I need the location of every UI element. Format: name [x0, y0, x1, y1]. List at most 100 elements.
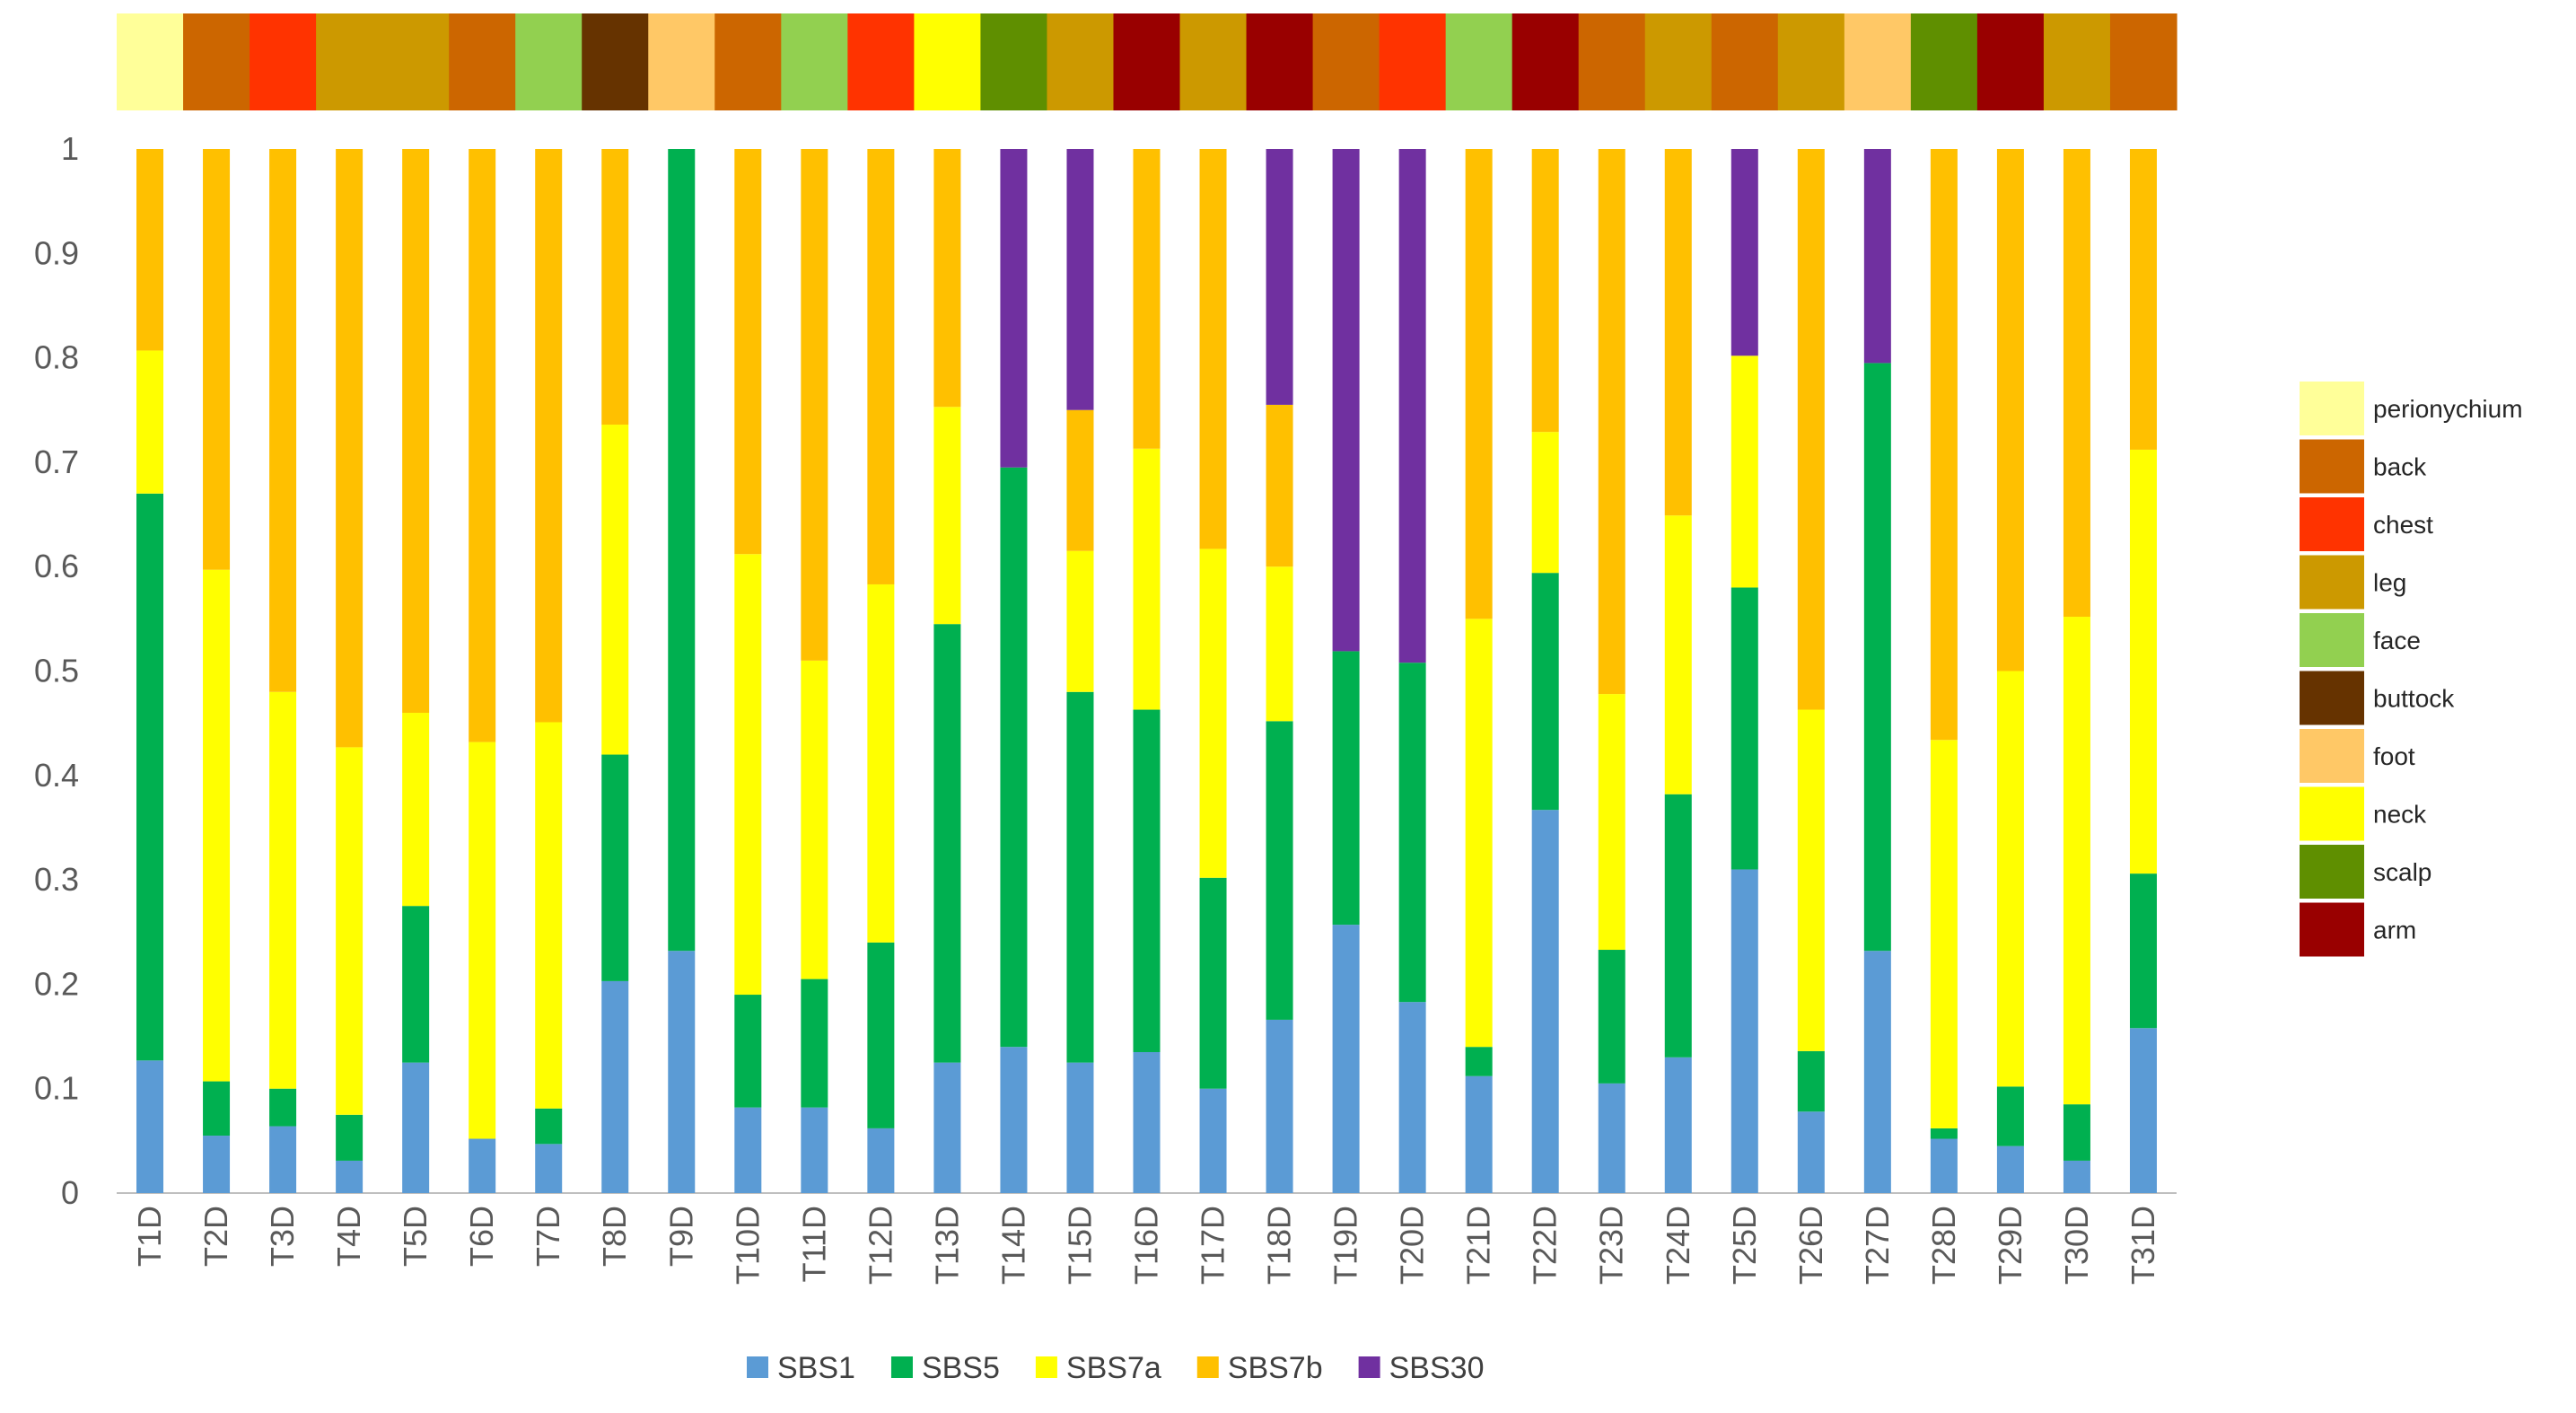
bar-t30d-sbs5 — [2063, 1104, 2090, 1161]
tissue-legend-swatch-foot — [2300, 729, 2364, 783]
tissue-legend-swatch-back — [2300, 439, 2364, 494]
bar-t15d-sbs1 — [1066, 1062, 1094, 1194]
bar-t20d-sbs1 — [1398, 1002, 1426, 1193]
tissue-strip-cell-t29d — [1976, 13, 2045, 110]
bar-t8d-sbs5 — [601, 754, 629, 981]
bar-t17d-sbs1 — [1199, 1088, 1227, 1193]
tissue-strip-cell-t26d — [1777, 13, 1845, 110]
tissue-legend-label-chest: chest — [2373, 511, 2433, 539]
bar-t13d-sbs5 — [933, 624, 961, 1063]
bar-t25d-sbs7a — [1730, 355, 1758, 588]
x-tick-label: T31D — [2125, 1206, 2161, 1285]
bar-t16d-sbs1 — [1133, 1051, 1161, 1193]
tissue-strip-cell-t6d — [449, 13, 516, 110]
x-tick-label: T16D — [1128, 1206, 1165, 1285]
tissue-legend-label-leg: leg — [2373, 569, 2406, 597]
x-tick-label: T22D — [1527, 1206, 1564, 1285]
tissue-strip-cell-t20d — [1379, 13, 1447, 110]
bar-t26d-sbs5 — [1797, 1050, 1825, 1112]
legend-label-sbs5: SBS5 — [922, 1351, 1000, 1385]
bar-t18d-sbs7a — [1266, 566, 1293, 722]
bar-t14d-sbs1 — [1000, 1047, 1028, 1193]
bar-t24d-sbs7a — [1664, 515, 1692, 794]
x-tick-label: T26D — [1792, 1206, 1829, 1285]
bar-t1d-sbs1 — [136, 1060, 164, 1193]
x-tick-label: T23D — [1593, 1206, 1630, 1285]
x-tick-label: T15D — [1061, 1206, 1098, 1285]
bar-t20d-sbs5 — [1398, 663, 1426, 1003]
y-tick-label: 1 — [61, 130, 79, 167]
bar-t5d-sbs7b — [402, 149, 430, 714]
x-tick-label: T5D — [397, 1206, 434, 1267]
bar-t3d-sbs1 — [269, 1126, 297, 1193]
tissue-strip-cell-t7d — [515, 13, 583, 110]
bars — [136, 149, 2157, 1194]
bar-t19d-sbs30 — [1332, 149, 1360, 652]
bar-t8d-sbs7a — [601, 425, 629, 755]
legend-label-sbs30: SBS30 — [1389, 1351, 1485, 1385]
tissue-legend-swatch-face — [2300, 613, 2364, 667]
bar-t21d-sbs7b — [1465, 149, 1493, 619]
x-tick-label: T21D — [1460, 1206, 1497, 1285]
x-tick-label: T10D — [729, 1206, 766, 1285]
x-tick-label: T9D — [662, 1206, 699, 1267]
bar-t3d-sbs7b — [269, 149, 297, 692]
bar-t25d-sbs30 — [1730, 149, 1758, 356]
x-tick-label: T18D — [1261, 1206, 1298, 1285]
bar-t16d-sbs7b — [1133, 149, 1161, 449]
tissue-legend-label-buttock: buttock — [2373, 685, 2455, 713]
x-tick-label: T25D — [1726, 1206, 1763, 1285]
bar-t28d-sbs1 — [1930, 1138, 1958, 1193]
x-tick-label: T20D — [1394, 1206, 1431, 1285]
bar-t29d-sbs7a — [1996, 671, 2024, 1087]
tissue-strip-cell-t9d — [648, 13, 715, 110]
tissue-legend-swatch-scalp — [2300, 845, 2364, 899]
bar-t26d-sbs7a — [1797, 709, 1825, 1051]
tissue-strip-cell-t3d — [250, 13, 317, 110]
tissue-strip-cell-t8d — [582, 13, 649, 110]
tissue-legend-swatch-buttock — [2300, 671, 2364, 725]
x-tick-label: T12D — [862, 1206, 898, 1285]
x-tick-label: T29D — [1992, 1206, 2028, 1285]
x-tick-label: T14D — [994, 1206, 1031, 1285]
tissue-strip — [117, 13, 2177, 110]
tissue-legend-label-face: face — [2373, 627, 2421, 654]
series-legend: SBS1 SBS5 SBS7a SBS7b SBS30 — [747, 1351, 1484, 1385]
bar-t6d-sbs7a — [469, 742, 496, 1139]
tissue-strip-cell-t31d — [2109, 13, 2177, 110]
bar-t15d-sbs7b — [1066, 409, 1094, 551]
bar-t29d-sbs5 — [1996, 1086, 2024, 1146]
tissue-strip-cell-t18d — [1246, 13, 1314, 110]
x-tick-label: T13D — [928, 1206, 965, 1285]
bar-t4d-sbs7a — [336, 747, 364, 1115]
bar-t8d-sbs1 — [601, 980, 629, 1193]
bar-t19d-sbs1 — [1332, 925, 1360, 1193]
bar-t4d-sbs1 — [336, 1160, 364, 1193]
x-tick-label: T30D — [2058, 1206, 2095, 1285]
bar-t31d-sbs5 — [2129, 873, 2157, 1029]
tissue-strip-cell-t14d — [980, 13, 1048, 110]
tissue-strip-cell-t12d — [847, 13, 915, 110]
tissue-strip-cell-t27d — [1844, 13, 1912, 110]
x-tick-label: T24D — [1660, 1206, 1696, 1285]
legend-label-sbs1: SBS1 — [777, 1351, 855, 1385]
tissue-legend-label-neck: neck — [2373, 801, 2427, 829]
tissue-strip-cell-t17d — [1179, 13, 1248, 110]
legend-label-sbs7b: SBS7b — [1228, 1351, 1323, 1385]
bar-t7d-sbs5 — [535, 1108, 563, 1145]
bar-t6d-sbs1 — [469, 1138, 496, 1193]
bar-t5d-sbs7a — [402, 713, 430, 907]
bar-t26d-sbs7b — [1797, 149, 1825, 710]
bar-t12d-sbs7a — [867, 584, 895, 943]
tissue-strip-cell-t19d — [1312, 13, 1380, 110]
tissue-strip-cell-t21d — [1445, 13, 1513, 110]
bar-t21d-sbs1 — [1465, 1075, 1493, 1193]
tissue-strip-cell-t25d — [1711, 13, 1779, 110]
bar-t21d-sbs7a — [1465, 619, 1493, 1048]
x-tick-label: T8D — [596, 1206, 633, 1267]
y-tick-label: 0.8 — [34, 339, 79, 376]
bar-t15d-sbs7a — [1066, 550, 1094, 692]
bar-t2d-sbs1 — [203, 1136, 231, 1193]
bar-t10d-sbs1 — [734, 1107, 762, 1193]
